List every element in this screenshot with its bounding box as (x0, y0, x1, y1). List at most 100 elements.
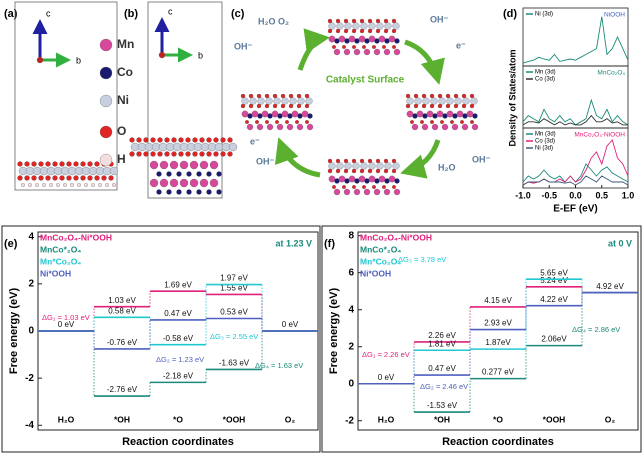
panel-label: (e) (4, 238, 18, 250)
dos-line (522, 16, 629, 64)
atom (358, 35, 366, 43)
atom (471, 123, 479, 131)
atom (77, 183, 81, 187)
atom (264, 93, 270, 99)
atom (327, 158, 333, 164)
subplot-title: MnCo₂O₄ (597, 70, 625, 77)
atom (172, 142, 182, 152)
atom (88, 166, 98, 176)
atom (220, 137, 226, 143)
atom (388, 35, 396, 43)
atom (248, 103, 254, 109)
value-label: 2.93 eV (484, 319, 512, 328)
atom (192, 137, 198, 143)
atom (66, 175, 72, 181)
species-label: OH⁻ (234, 41, 253, 51)
atom (288, 103, 294, 109)
atom (74, 166, 84, 176)
atom (431, 123, 439, 131)
atom (281, 110, 289, 118)
atom (38, 161, 44, 167)
atom (240, 103, 246, 109)
value-label: 1.81 eV (428, 339, 456, 348)
atom (440, 120, 444, 124)
plot-frame (357, 231, 639, 431)
atom (273, 97, 281, 105)
atom (382, 185, 386, 189)
atom (280, 103, 286, 109)
value-label: -0.76 eV (107, 338, 138, 347)
atom (343, 188, 351, 196)
atom (364, 178, 370, 184)
atom (255, 120, 259, 124)
atom (99, 125, 113, 139)
category-label: *OOH (543, 414, 566, 424)
atom (206, 189, 212, 195)
atom (348, 35, 356, 43)
atom (150, 151, 156, 157)
atom (149, 178, 159, 188)
atom (156, 171, 162, 177)
atom (392, 45, 396, 49)
atom (28, 183, 32, 187)
element-label: O (117, 124, 126, 138)
atom (59, 175, 65, 181)
atom (342, 45, 346, 49)
atom (344, 22, 352, 30)
atom (178, 137, 184, 143)
atom (437, 103, 443, 109)
atom (206, 151, 212, 157)
cycle-arrow (404, 39, 445, 85)
atom (94, 175, 100, 181)
atom (384, 22, 392, 30)
atom (261, 110, 269, 118)
atom (392, 22, 400, 30)
atom (363, 188, 371, 196)
atom (375, 168, 381, 174)
atom (441, 123, 449, 131)
atom (178, 151, 184, 157)
category-label: *OH (114, 414, 130, 424)
catalyst-surface: Catalyst Surface (326, 75, 405, 86)
atom (367, 158, 373, 164)
legend-label: MnCo₂O₄-Ni*OOH (40, 232, 112, 242)
value-label: 4.22 eV (540, 295, 568, 304)
atom (362, 45, 366, 49)
atom (344, 162, 352, 170)
atom (375, 18, 381, 24)
atom (185, 151, 191, 157)
atom (136, 151, 142, 157)
y-tick-label: -4 (25, 420, 34, 431)
atom (245, 120, 249, 124)
delta-g-annotation: ΔG₂ = 2.46 eV (420, 382, 468, 391)
value-label: 2.26 eV (428, 331, 456, 340)
atom (343, 28, 349, 34)
atom (392, 185, 396, 189)
atom (373, 188, 381, 196)
atom (452, 113, 458, 119)
atom (453, 93, 459, 99)
atom (432, 113, 438, 119)
atom (334, 38, 340, 44)
atom (214, 142, 224, 152)
atom (429, 93, 435, 99)
atom (87, 175, 93, 181)
value-label: -2.18 eV (163, 371, 194, 380)
atom (171, 151, 177, 157)
category-label: O₂ (285, 414, 296, 424)
atom (166, 171, 172, 177)
atom (393, 48, 401, 56)
legend-label: Co (3d) (535, 139, 555, 145)
atom (275, 120, 279, 124)
species-label: OH⁻ (472, 154, 491, 164)
atom (257, 97, 265, 105)
atom (359, 158, 365, 164)
y-tick-label: 6 (348, 267, 354, 278)
atom (328, 175, 336, 183)
atom (185, 137, 191, 143)
x-tick-label: 0.5 (595, 190, 608, 200)
atom (344, 178, 350, 184)
atom (376, 22, 384, 30)
value-label: 0 eV (282, 320, 299, 329)
dos-line (522, 163, 629, 183)
